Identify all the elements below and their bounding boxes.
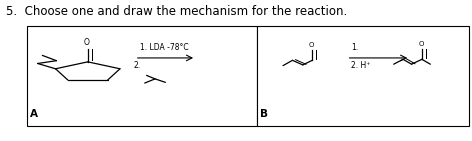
Text: O: O xyxy=(418,41,424,48)
Text: O: O xyxy=(84,38,90,47)
Text: 2. H⁺: 2. H⁺ xyxy=(351,61,371,70)
Text: A: A xyxy=(30,109,38,119)
Text: B: B xyxy=(261,109,269,119)
Text: 1. LDA -78°C: 1. LDA -78°C xyxy=(140,43,188,52)
Text: 2.: 2. xyxy=(134,61,141,70)
Text: O: O xyxy=(309,42,314,49)
Text: 5.  Choose one and draw the mechanism for the reaction.: 5. Choose one and draw the mechanism for… xyxy=(6,5,347,18)
Text: 1.: 1. xyxy=(351,43,358,52)
Bar xyxy=(26,26,257,126)
Bar xyxy=(257,26,469,126)
